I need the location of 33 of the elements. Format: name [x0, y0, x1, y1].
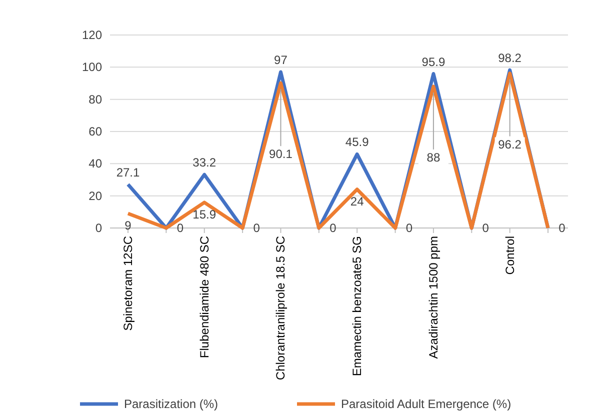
y-tick-label: 100: [82, 60, 102, 74]
data-label: 0: [482, 221, 490, 235]
legend-label: Parasitization (%): [124, 397, 218, 411]
data-label: 0: [330, 221, 337, 235]
y-tick-label: 40: [88, 156, 102, 171]
y-tick-label: 80: [88, 92, 102, 106]
y-tick-label: 0: [95, 221, 102, 235]
y-tick-label: 20: [88, 188, 102, 203]
data-label: 90.1: [269, 147, 293, 162]
legend-label: Parasitoid Adult Emergence (%): [341, 397, 512, 411]
data-label: 0: [253, 221, 260, 235]
x-tick-label: Azadirachtin 1500 ppm: [426, 236, 440, 359]
x-tick-label: Control: [502, 236, 517, 275]
data-label: 27.1: [116, 165, 140, 180]
x-tick-label: Spinetoram 12SC: [121, 236, 135, 331]
data-label: 0: [558, 221, 566, 235]
data-label: 0: [176, 221, 184, 235]
x-tick-label: Chlorantraniliprole 18.5 SC: [274, 236, 288, 380]
data-label: 9: [124, 218, 132, 233]
data-label: 15.9: [192, 207, 216, 222]
data-label: 88: [426, 150, 440, 164]
data-label: 96.2: [498, 137, 522, 152]
y-tick-label: 60: [88, 124, 102, 138]
data-label: 24: [350, 194, 364, 208]
data-label: 45.9: [345, 135, 370, 150]
data-label: 95.9: [422, 54, 446, 69]
data-label: 97: [274, 52, 288, 67]
data-label: 0: [406, 221, 413, 235]
data-label: 33.2: [192, 156, 216, 170]
x-tick-label: Emamectin benzoate5 SG: [350, 236, 364, 376]
x-tick-label: Flubendiamide 480 SC: [197, 236, 212, 358]
y-tick-label: 120: [82, 28, 102, 42]
data-label: 98.2: [498, 51, 522, 66]
